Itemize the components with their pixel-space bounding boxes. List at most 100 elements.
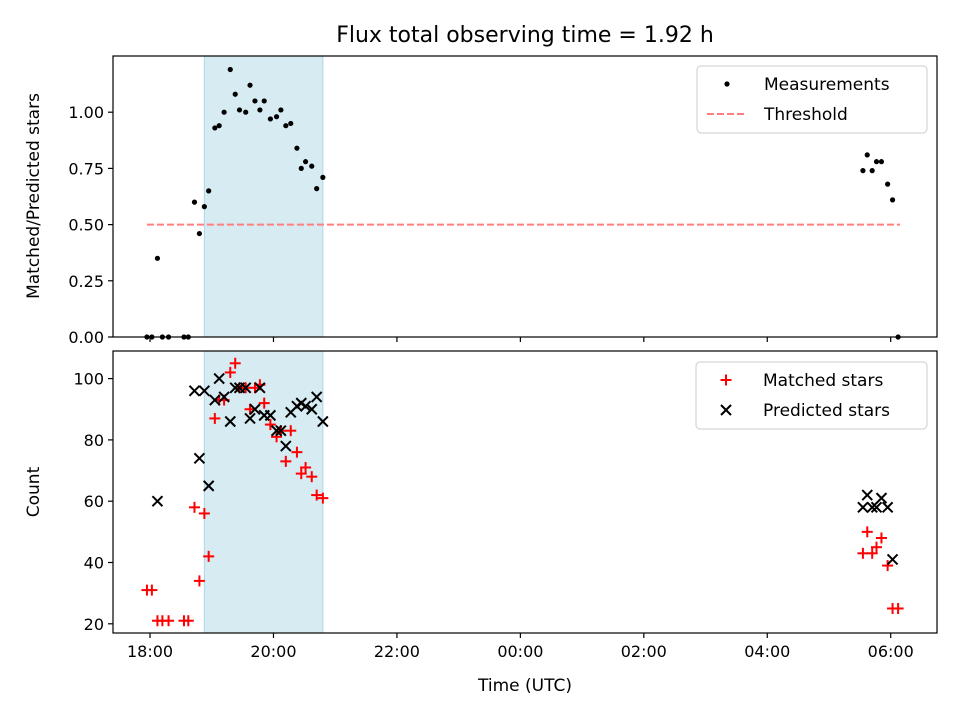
x-tick-label: 18:00 (127, 642, 173, 661)
bottom-matched-stars-point (306, 471, 318, 483)
bottom-predicted-stars-point (875, 492, 888, 504)
top-axes-frame (112, 55, 938, 338)
top-measurements-point (885, 181, 891, 187)
top-measurements-point (320, 174, 326, 180)
x-marker-b (188, 385, 201, 397)
bottom-shaded-region (203, 350, 324, 634)
x-marker-b (151, 495, 164, 507)
bottom-predicted-stars-point (310, 391, 323, 403)
bottom-predicted-stars-point (198, 385, 211, 397)
x-marker-b (310, 391, 323, 403)
bottom-predicted-stars-point (193, 452, 206, 464)
bottom-y-tick-label: 20 (84, 615, 104, 634)
bottom-matched-stars-point (882, 560, 894, 572)
bottom-matched-stars-point (311, 489, 323, 501)
bottom-matched-stars-point (198, 507, 210, 519)
top-measurements-point (236, 107, 243, 113)
top-y-axis-label: Matched/Predicted stars (24, 93, 44, 299)
bottom-matched-stars-point (871, 541, 883, 553)
top-measurements-point (302, 159, 309, 165)
bottom-matched-stars-point (224, 366, 236, 378)
bottom-predicted-stars-point (270, 424, 283, 437)
x-marker-b (299, 400, 312, 412)
x-marker-b (270, 424, 283, 437)
bottom-predicted-stars-point (857, 501, 869, 514)
x-marker-b (198, 385, 211, 397)
top-measurements-point (278, 107, 284, 113)
x-marker-b (239, 382, 252, 394)
top-measurements-point (243, 109, 249, 115)
x-marker-b (275, 424, 287, 437)
bottom-matched-stars-point (291, 446, 303, 458)
x-marker-b (870, 501, 883, 514)
bottom-predicted-stars-point (881, 501, 894, 514)
top-legend: Measurements Threshold (696, 65, 928, 134)
x-marker-b (264, 409, 277, 422)
bottom-predicted-stars-point (188, 385, 201, 397)
x-marker-b (857, 501, 869, 514)
bottom-matched-stars-point (182, 615, 194, 627)
top-y-tick-label: 0.25 (68, 272, 104, 291)
top-y-tick-label: 0.50 (68, 216, 104, 235)
bottom-predicted-stars-point (239, 382, 252, 394)
bottom-matched-stars-point (264, 419, 276, 431)
bottom-legend-marker (720, 374, 732, 386)
x-marker-b (229, 382, 241, 394)
x-marker-b (244, 412, 256, 425)
bottom-matched-stars-point (317, 492, 329, 504)
x-marker-b (861, 489, 873, 501)
bottom-predicted-stars-point (254, 382, 266, 394)
bottom-legend-marker (720, 404, 732, 416)
bottom-y-tick-label: 100 (73, 370, 104, 389)
x-marker-b (280, 440, 292, 452)
bottom-y-axis-label: Count (24, 466, 44, 517)
bottom-predicted-stars-point (861, 489, 873, 501)
x-marker-b (193, 452, 206, 464)
bottom-predicted-stars-point (264, 409, 277, 422)
top-legend-label: Threshold (763, 105, 848, 125)
bottom-predicted-stars-point (299, 400, 312, 412)
bottom-matched-stars-point (258, 397, 270, 409)
bottom-predicted-stars-point (886, 553, 899, 566)
top-y-tick-label: 0.00 (68, 328, 104, 347)
x-marker-b (866, 501, 878, 514)
bottom-axes-frame (112, 350, 938, 634)
bottom-matched-stars-point (866, 547, 878, 559)
top-measurements-point (869, 168, 875, 174)
bottom-predicted-stars-point (213, 372, 225, 385)
bottom-matched-stars-point (193, 575, 205, 587)
x-marker-b (213, 372, 225, 385)
x-marker-b (306, 403, 318, 415)
bottom-predicted-stars-point (306, 403, 318, 415)
top-measurements-point (267, 116, 273, 122)
bottom-matched-stars-point (280, 455, 292, 467)
bottom-predicted-stars-point (249, 403, 261, 415)
x-marker-b (224, 415, 236, 428)
bottom-predicted-stars-point (275, 424, 287, 437)
bottom-legend-box (695, 361, 928, 430)
bottom-matched-stars-point (857, 547, 869, 559)
bottom-predicted-stars-point (870, 501, 883, 514)
top-measurements-point (221, 109, 227, 115)
top-measurements-point (873, 159, 880, 165)
bottom-legend-label: Predicted stars (763, 401, 890, 421)
top-y-tick-label: 0.75 (68, 159, 104, 178)
top-measurements-point (889, 197, 896, 203)
top-legend-box (696, 65, 928, 134)
x-tick-label: 00:00 (497, 642, 543, 661)
bottom-predicted-stars-point (224, 415, 236, 428)
top-measurements-point (206, 188, 212, 194)
bottom-matched-stars-point (875, 532, 887, 544)
bottom-matched-stars-point (300, 461, 312, 473)
bottom-predicted-stars-point (229, 382, 241, 394)
x-tick-label: 06:00 (868, 642, 914, 661)
top-measurements-point (252, 98, 258, 104)
top-measurements-point (257, 107, 263, 113)
top-measurements-point (261, 98, 267, 104)
bottom-predicted-stars-point (280, 440, 292, 452)
top-measurements-point (878, 159, 885, 165)
top-measurements-point (201, 204, 207, 210)
top-measurements-point (191, 199, 198, 205)
bottom-legend-label: Matched stars (763, 371, 883, 391)
bottom-matched-stars-point (861, 526, 873, 538)
